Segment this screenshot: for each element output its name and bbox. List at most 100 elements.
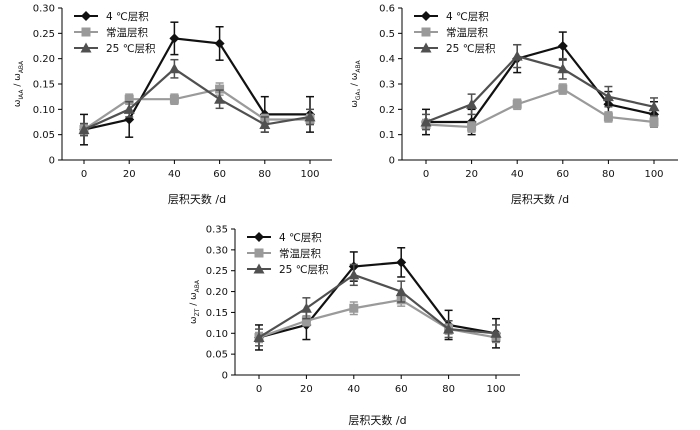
- y-axis-label-subscript: ZT: [194, 308, 201, 316]
- legend-label: 25 ℃层积: [446, 43, 496, 55]
- y-tick-label: 0.10: [33, 105, 55, 116]
- legend-label: 4 ℃层积: [106, 11, 149, 23]
- x-tick-label: 60: [395, 384, 408, 395]
- legend-marker: [254, 232, 264, 242]
- data-point: [259, 119, 271, 130]
- legend-marker: [81, 27, 91, 37]
- legend-marker: [80, 42, 92, 53]
- chart-panel-1: 0 0.05 0.10 0.15 0.20 0.25 0.30 0 20 40 60 80 100 层积天…: [13, 4, 332, 206]
- x-tick-label: 100: [300, 169, 319, 180]
- data-point: [395, 286, 407, 297]
- data-point: [214, 93, 226, 104]
- y-axis-label-part: ω: [189, 316, 199, 324]
- y-tick-label: 0.15: [33, 80, 55, 91]
- y-axis-label-subscript: IAA: [18, 89, 25, 100]
- x-tick-label: 100: [486, 384, 505, 395]
- chart-panel-2: 0 0.1 0.2 0.3 0.4 0.5 0.6 0 20 40 60 80 100 层积天数 /d ωG…: [350, 4, 678, 206]
- x-axis-label: 层积天数 /d: [348, 414, 406, 427]
- legend-label: 4 ℃层积: [446, 11, 489, 23]
- y-tick-label: 0.5: [379, 29, 395, 40]
- y-tick-label: 0.6: [379, 4, 395, 15]
- data-point: [466, 98, 478, 109]
- y-axis-label-subscript: ABA: [194, 279, 201, 292]
- y-tick-label: 0.1: [379, 130, 395, 141]
- x-tick-label: 0: [81, 169, 87, 180]
- x-tick-label: 20: [465, 169, 478, 180]
- data-point: [603, 112, 613, 122]
- series-line: [83, 37, 310, 131]
- x-tick-label: 0: [423, 169, 429, 180]
- x-tick-label: 100: [644, 169, 663, 180]
- y-tick-label: 0.20: [206, 287, 228, 298]
- y-tick-label: 0.05: [33, 130, 55, 141]
- series-line: [425, 54, 655, 124]
- y-axis-label-part: / ω: [350, 73, 360, 89]
- y-tick-label: 0.3: [379, 80, 395, 91]
- y-tick-label: 0.35: [206, 225, 228, 236]
- series-line: [83, 87, 310, 131]
- data-point: [649, 117, 659, 127]
- x-tick-label: 20: [300, 384, 313, 395]
- legend-marker: [420, 42, 432, 53]
- data-point: [300, 302, 312, 313]
- legend-marker: [81, 11, 91, 21]
- x-tick-label: 80: [442, 384, 455, 395]
- legend-marker: [421, 11, 431, 21]
- data-point: [512, 99, 522, 109]
- x-axis-label: 层积天数 /d: [511, 193, 569, 206]
- y-axis-label-subscript: GA₃: [355, 88, 362, 100]
- data-point: [443, 323, 455, 334]
- data-point: [123, 103, 135, 114]
- data-point: [648, 101, 660, 112]
- y-axis-label-part: / ω: [13, 73, 23, 89]
- x-tick-label: 40: [511, 169, 524, 180]
- series-line: [258, 298, 497, 339]
- data-point: [557, 63, 569, 74]
- y-tick-label: 0.25: [33, 29, 55, 40]
- y-tick-label: 0.4: [379, 54, 395, 65]
- y-tick-label: 0.05: [206, 350, 228, 361]
- series-3: [78, 58, 316, 137]
- y-tick-label: 0: [389, 156, 395, 167]
- data-point: [602, 91, 614, 102]
- series-2: [79, 82, 315, 136]
- series-line: [258, 273, 497, 339]
- x-tick-label: 20: [123, 169, 136, 180]
- legend-label: 25 ℃层积: [279, 264, 329, 276]
- y-tick-label: 0: [49, 156, 55, 167]
- y-tick-label: 0: [222, 371, 228, 382]
- y-axis-label-subscript: ABA: [18, 60, 25, 73]
- data-point: [78, 124, 90, 135]
- y-axis-label: ωGA₃ / ωABA: [350, 59, 362, 107]
- y-tick-label: 0.15: [206, 308, 228, 319]
- data-point: [124, 94, 134, 104]
- data-point: [490, 327, 502, 338]
- x-tick-label: 80: [602, 169, 615, 180]
- data-point: [301, 316, 311, 326]
- x-tick-label: 40: [347, 384, 360, 395]
- series-line: [426, 44, 655, 124]
- y-tick-label: 0.10: [206, 329, 228, 340]
- legend-marker: [253, 263, 265, 274]
- data-point: [348, 269, 360, 280]
- data-point: [558, 84, 568, 94]
- series-3: [253, 263, 502, 347]
- y-tick-label: 0.20: [33, 54, 55, 65]
- legend-label: 常温层积: [106, 26, 148, 39]
- data-point: [511, 50, 523, 61]
- series-3: [420, 43, 660, 131]
- legend-marker: [254, 248, 264, 258]
- data-point: [253, 331, 265, 342]
- series-line: [425, 87, 655, 129]
- data-point: [396, 257, 407, 268]
- x-axis-label: 层积天数 /d: [168, 193, 226, 206]
- x-tick-label: 80: [258, 169, 271, 180]
- data-point: [349, 303, 359, 313]
- legend-label: 25 ℃层积: [106, 43, 156, 55]
- legend-marker: [421, 27, 431, 37]
- x-tick-label: 60: [213, 169, 226, 180]
- y-tick-label: 0.30: [33, 4, 55, 15]
- data-point: [557, 41, 568, 51]
- data-point: [215, 84, 225, 94]
